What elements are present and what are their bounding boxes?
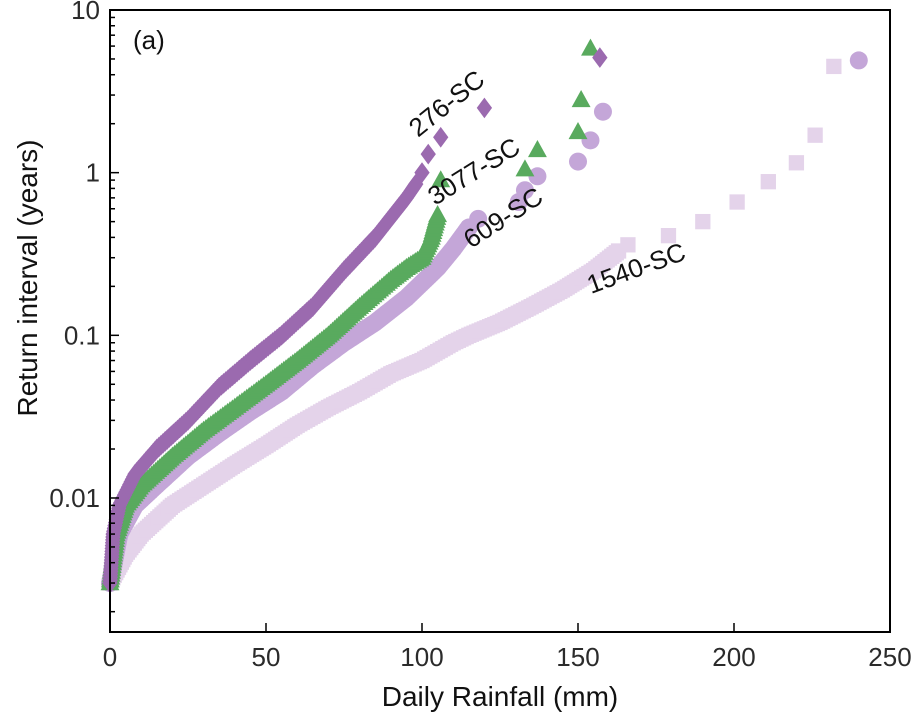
data-point-609-sc [515, 181, 534, 200]
data-point-276-sc [414, 162, 430, 184]
data-point-276-sc [592, 47, 608, 68]
panel-label: (a) [133, 25, 165, 55]
data-marks-layer [100, 38, 868, 594]
data-point-1540-sc [729, 194, 745, 210]
plot-frame [109, 9, 891, 633]
data-point-1540-sc [807, 127, 823, 143]
data-point-1540-sc [788, 155, 805, 171]
x-axis-title: Daily Rainfall (mm) [382, 681, 618, 712]
data-point-3077-sc [568, 122, 588, 140]
x-tick-label: 0 [103, 642, 117, 672]
data-point-276-sc [433, 126, 449, 148]
data-point-609-sc [528, 167, 547, 186]
x-tick-label: 250 [868, 642, 911, 672]
data-point-1540-sc [620, 237, 636, 253]
y-tick-label: 0.01 [49, 483, 100, 513]
data-point-609-sc [593, 102, 612, 121]
data-point-3077-sc [581, 38, 600, 56]
series-label-1540-sc: 1540-SC [583, 236, 690, 299]
data-point-609-sc [581, 131, 600, 150]
data-point-276-sc [476, 97, 493, 119]
data-point-1540-sc [660, 227, 677, 244]
x-tick-label: 100 [400, 642, 443, 672]
data-point-609-sc [469, 209, 488, 228]
data-point-3077-sc [428, 204, 448, 223]
data-point-3077-sc [515, 159, 535, 177]
data-point-1540-sc [826, 58, 842, 75]
axes-layer: 0 50 100 150 200 250 0.01 0.1 1 10 [49, 0, 911, 672]
data-point-1540-sc [760, 174, 776, 190]
y-tick-label: 0.1 [64, 320, 100, 350]
x-tick-label: 50 [252, 642, 281, 672]
x-tick-label: 150 [556, 642, 599, 672]
y-tick-label: 10 [71, 0, 100, 25]
data-point-1540-sc [695, 213, 711, 230]
data-point-3077-sc [571, 90, 591, 108]
data-point-3077-sc [527, 140, 547, 158]
y-axis-title: Return interval (years) [12, 140, 43, 417]
data-point-3077-sc [431, 170, 451, 188]
y-tick-label: 1 [86, 158, 100, 188]
data-point-609-sc [849, 51, 868, 70]
data-point-276-sc [420, 143, 436, 165]
data-point-609-sc [569, 152, 587, 171]
series-label-276-sc: 276-SC [403, 64, 490, 143]
x-tick-label: 200 [712, 642, 755, 672]
